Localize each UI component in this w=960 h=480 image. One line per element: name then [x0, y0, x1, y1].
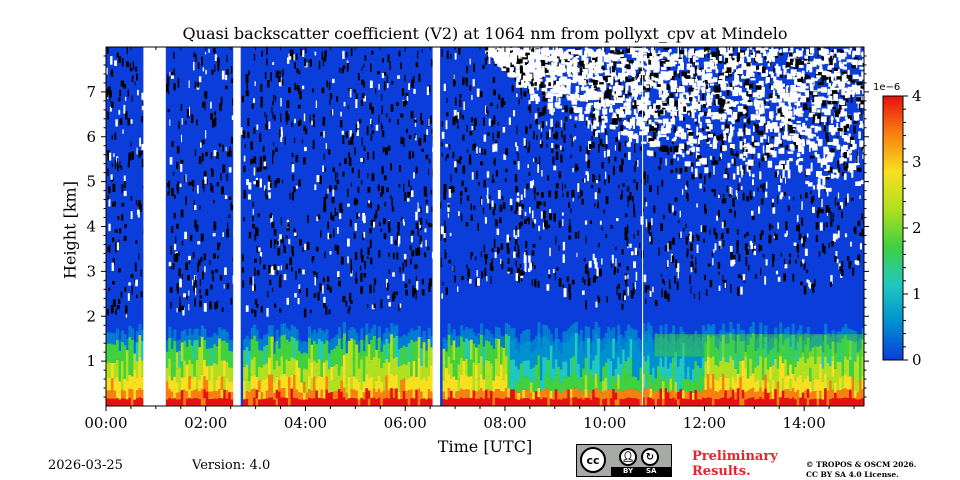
heavy-noise-field [485, 47, 864, 192]
cc-by-label: BY [623, 467, 634, 475]
y-tick-label-0: 1 [86, 352, 96, 370]
y-tick-label-1: 2 [86, 307, 96, 325]
colorbar-ticks: 0 1 2 3 4 [903, 87, 922, 369]
chart-title: Quasi backscatter coefficient (V2) at 10… [182, 24, 788, 43]
x-axis: 00:00 02:00 04:00 06:00 08:00 10:00 12:00 14:00 [84, 47, 855, 432]
cc-license-badge[interactable]: cc 👤︎ ↻ BY SA [576, 444, 672, 477]
data-gap-0 [143, 47, 166, 406]
y-axis-label: Height [km] [60, 181, 80, 279]
y-tick-label-4: 5 [86, 173, 96, 191]
colorbar-tick-label-1: 1 [912, 285, 922, 303]
heatmap-field [106, 47, 864, 406]
x-tick-label-3: 06:00 [384, 414, 427, 432]
copyright-line1: © TROPOS & OSCM 2026. [806, 460, 917, 469]
cc-icon: cc [580, 447, 606, 473]
data-gap-2 [432, 47, 441, 406]
by-person-icon: 👤︎ [619, 448, 637, 466]
footer-date: 2026-03-25 [48, 458, 123, 473]
x-axis-label: Time [UTC] [437, 437, 533, 456]
data-gap-1 [233, 47, 241, 406]
colorbar-exponent: 1e−6 [873, 82, 901, 93]
y-axis: 1 2 3 4 5 6 7 [86, 55, 869, 398]
cc-strip: BY SA [611, 467, 671, 476]
preliminary-notice: Preliminary Results. [692, 449, 778, 479]
preliminary-line2: Results. [692, 464, 751, 479]
x-tick-label-0: 00:00 [84, 414, 127, 432]
boundary-layer-layer [106, 321, 864, 406]
thin-gap-0 [642, 47, 644, 406]
y-tick-label-3: 4 [86, 218, 96, 236]
copyright-line2: CC BY SA 4.0 License. [806, 470, 899, 479]
x-tick-label-7: 14:00 [783, 414, 826, 432]
x-tick-label-2: 04:00 [284, 414, 327, 432]
y-tick-label-2: 3 [86, 262, 96, 280]
colorbar-tick-label-3: 3 [912, 153, 922, 171]
preliminary-line1: Preliminary [692, 449, 778, 464]
x-tick-label-4: 08:00 [483, 414, 526, 432]
cc-sa-label: SA [646, 467, 657, 475]
x-tick-label-1: 02:00 [184, 414, 227, 432]
footer-version: Version: 4.0 [192, 458, 271, 473]
colorbar [882, 95, 904, 361]
x-tick-label-5: 10:00 [583, 414, 626, 432]
y-tick-label-5: 6 [86, 128, 96, 146]
y-tick-label-6: 7 [86, 83, 96, 101]
copyright-notice: © TROPOS & OSCM 2026. CC BY SA 4.0 Licen… [806, 460, 916, 480]
colorbar-tick-label-0: 0 [912, 351, 922, 369]
elevated-layer [654, 334, 864, 357]
colorbar-tick-label-4: 4 [912, 87, 922, 105]
sa-share-alike-icon: ↻ [641, 448, 659, 466]
x-tick-label-6: 12:00 [683, 414, 726, 432]
colorbar-tick-label-2: 2 [912, 219, 922, 237]
